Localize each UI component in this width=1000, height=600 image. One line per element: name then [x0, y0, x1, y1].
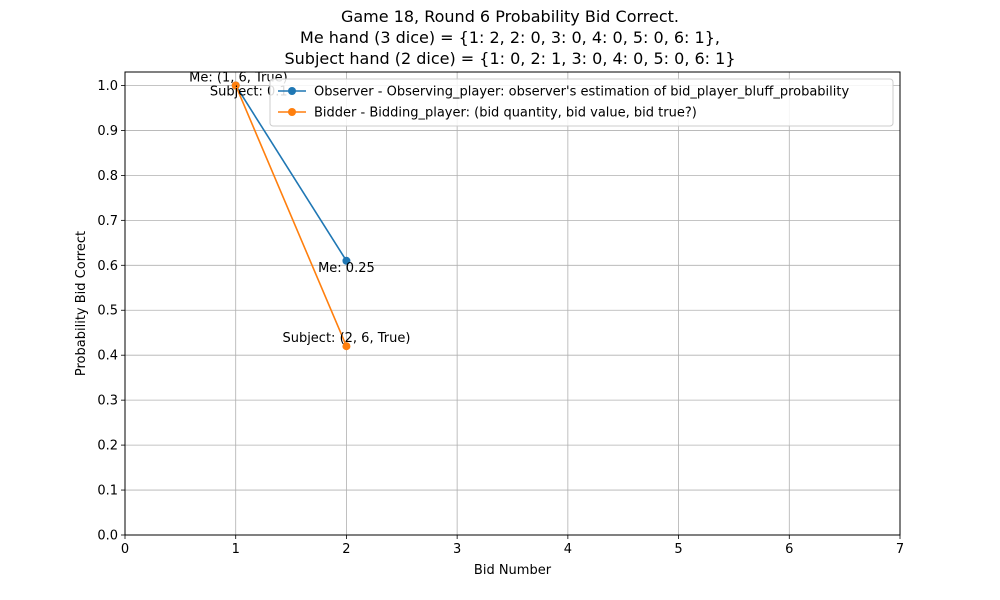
- x-tick-label: 3: [453, 542, 461, 557]
- y-tick-label: 0.7: [97, 214, 118, 229]
- y-tick-label: 0.5: [97, 304, 118, 319]
- series-line-1: [234, 85, 348, 347]
- legend: Observer - Observing_player: observer's …: [269, 78, 894, 127]
- annotations: Me: (1, 6, True)Subject: 0.1 Me: 0.25 Subj…: [189, 70, 410, 346]
- series-0-point: [342, 256, 351, 265]
- title-line: Game 18, Round 6 Probability Bid Correct…: [341, 7, 679, 26]
- chart-title: Game 18, Round 6 Probability Bid Correct…: [284, 7, 735, 68]
- annotation: Me: (1, 6, True): [189, 70, 288, 85]
- series-line-0: [235, 85, 348, 262]
- y-tick-label: 1.0: [97, 79, 118, 94]
- y-axis-label: Probability Bid Correct: [74, 231, 89, 376]
- legend-swatch-marker: [288, 108, 296, 116]
- axis-ticks: 0 1 2 3 4 5 6 7 0.0 0.1 0.2 0.3 0.4 0.5 0.6 0.7 0.8 0.9 1.…: [97, 79, 904, 557]
- x-tick-label: 7: [896, 542, 904, 557]
- series-layer: [231, 81, 351, 351]
- x-tick-label: 1: [232, 542, 240, 557]
- series-1-point: [342, 342, 351, 351]
- series-1-point: [231, 81, 240, 90]
- annotation: Subject: 0.1: [210, 84, 288, 99]
- legend-box: [269, 78, 894, 127]
- annotation: Me: 0.25: [318, 261, 375, 276]
- plot-frame: [124, 71, 901, 536]
- x-tick-label: 5: [674, 542, 682, 557]
- y-tick-label: 0.4: [97, 349, 118, 364]
- x-tick-label: 4: [564, 542, 572, 557]
- y-tick-label: 0.2: [97, 439, 118, 454]
- y-tick-label: 0.6: [97, 259, 118, 274]
- legend-entry: Observer - Observing_player: observer's …: [314, 85, 849, 100]
- y-tick-label: 0.0: [97, 529, 118, 544]
- y-tick-label: 0.1: [97, 484, 118, 499]
- title-line: Me hand (3 dice) = {1: 2, 2: 0, 3: 0, 4:…: [300, 28, 720, 47]
- x-tick-label: 6: [785, 542, 793, 557]
- y-tick-label: 0.8: [97, 169, 118, 184]
- annotation: Subject: (2, 6, True): [282, 331, 410, 346]
- x-axis-label: Bid Number: [474, 563, 552, 578]
- y-tick-label: 0.9: [97, 124, 118, 139]
- grid: [124, 72, 901, 536]
- legend-entry: Bidder - Bidding_player: (bid quantity, …: [314, 106, 697, 121]
- x-tick-label: 0: [121, 542, 129, 557]
- legend-swatch-marker: [288, 87, 296, 95]
- y-tick-label: 0.3: [97, 394, 118, 409]
- title-line: Subject hand (2 dice) = {1: 0, 2: 1, 3: …: [284, 49, 735, 68]
- x-tick-label: 2: [342, 542, 350, 557]
